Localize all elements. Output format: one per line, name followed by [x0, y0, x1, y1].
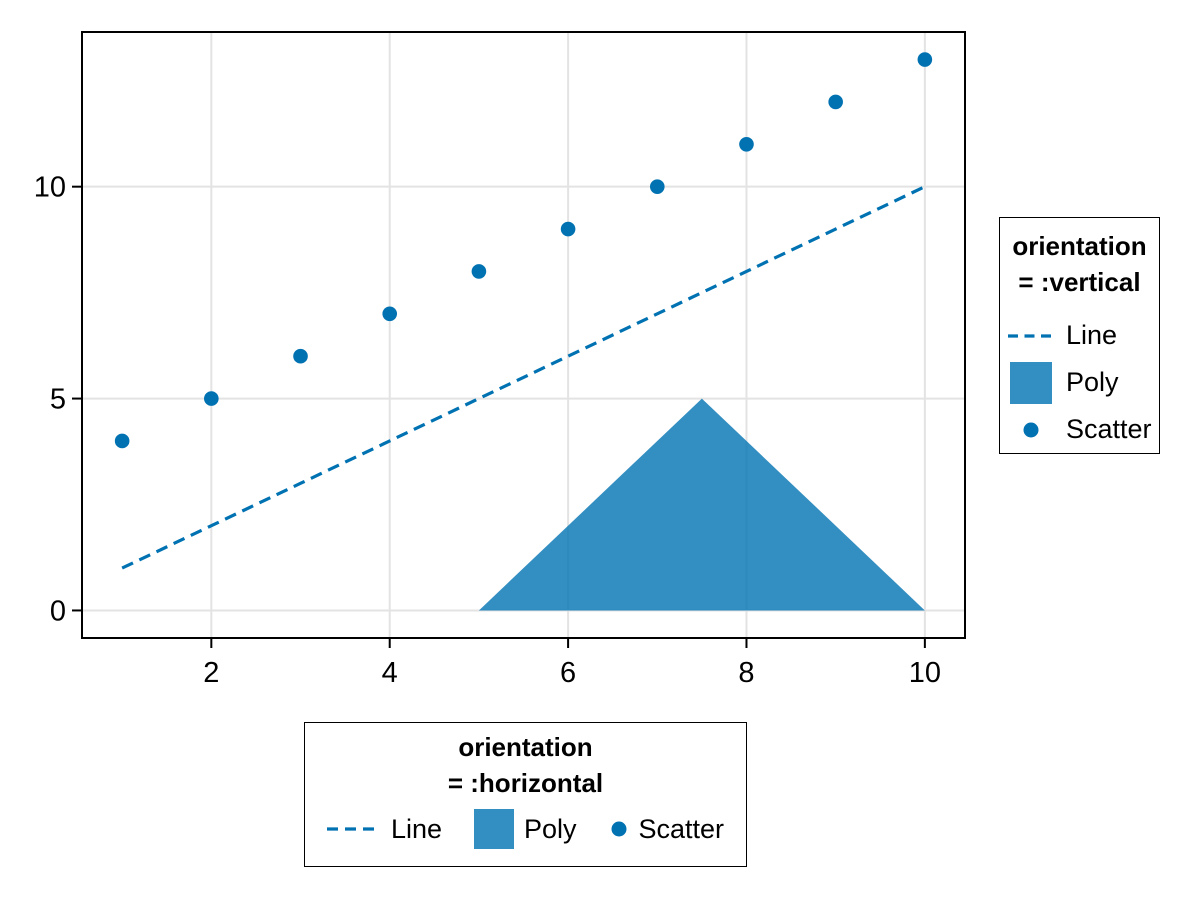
- legend-label-poly: Poly: [523, 813, 577, 844]
- scatter-marker-cell: [1008, 420, 1054, 440]
- x-tick-label: 4: [382, 657, 398, 689]
- y-tick-label: 5: [50, 384, 66, 416]
- legend-vertical-title-line2: = :vertical: [1018, 267, 1141, 297]
- legend-label-scatter: Scatter: [638, 813, 725, 844]
- legend-vertical-entries: Line Poly Scatter: [1000, 312, 1159, 453]
- legend-label-line: Line: [1066, 320, 1118, 350]
- axis-spine: [81, 31, 966, 639]
- legend-label-scatter: Scatter: [1066, 414, 1152, 444]
- poly-swatch-icon: [1010, 361, 1052, 404]
- scatter-point: [560, 221, 576, 237]
- x-tick-label: 2: [203, 657, 219, 689]
- line-series-path: [121, 185, 926, 570]
- legend-horizontal-title: orientation = :horizontal: [305, 729, 746, 801]
- legend-vertical: orientation = :vertical Line Poly Scat: [999, 217, 1160, 454]
- dashed-line-icon: [1008, 333, 1054, 338]
- dashed-line-icon: [326, 827, 381, 831]
- poly-marker-cell: [1008, 361, 1054, 404]
- legend-entry-scatter: Scatter: [1000, 406, 1159, 453]
- line-marker-cell: [1008, 332, 1054, 340]
- poly-shape: [478, 398, 925, 611]
- poly-swatch-icon: [473, 809, 514, 849]
- legend-label-line: Line: [390, 813, 442, 844]
- legend-entry-poly: Poly: [1000, 359, 1159, 406]
- legend-horizontal-title-line1: orientation: [458, 732, 593, 762]
- legend-vertical-title: orientation = :vertical: [1000, 228, 1159, 300]
- scatter-point: [382, 306, 398, 322]
- scatter-point: [204, 391, 219, 406]
- y-tick-label: 0: [50, 595, 66, 627]
- scatter-point: [828, 94, 843, 110]
- legend-horizontal-entries: Line Poly Scatter: [305, 809, 746, 849]
- x-tick-label: 10: [909, 657, 941, 689]
- legend-vertical-title-line1: orientation: [1012, 231, 1147, 261]
- legend-horizontal-title-line2: = :horizontal: [447, 768, 604, 798]
- scatter-point: [649, 179, 665, 194]
- scatter-dot-icon: [1023, 422, 1039, 437]
- scatter-point: [293, 348, 308, 364]
- legend-entry-scatter: Scatter: [609, 813, 725, 845]
- legend-entry-line: Line: [1000, 312, 1159, 359]
- scatter-dot-icon: [611, 821, 627, 837]
- legend-label-poly: Poly: [1066, 367, 1119, 397]
- scatter-point: [917, 52, 933, 67]
- x-tick-label: 6: [560, 657, 576, 689]
- scatter-point: [471, 264, 487, 279]
- scatter-point: [114, 433, 130, 449]
- x-tick-label: 8: [738, 657, 754, 689]
- legend-entry-poly: Poly: [473, 809, 577, 849]
- scatter-point: [739, 137, 754, 152]
- y-tick-label: 10: [34, 172, 66, 204]
- legend-horizontal: orientation = :horizontal Line Poly Scat…: [304, 722, 747, 867]
- legend-entry-line: Line: [326, 813, 442, 845]
